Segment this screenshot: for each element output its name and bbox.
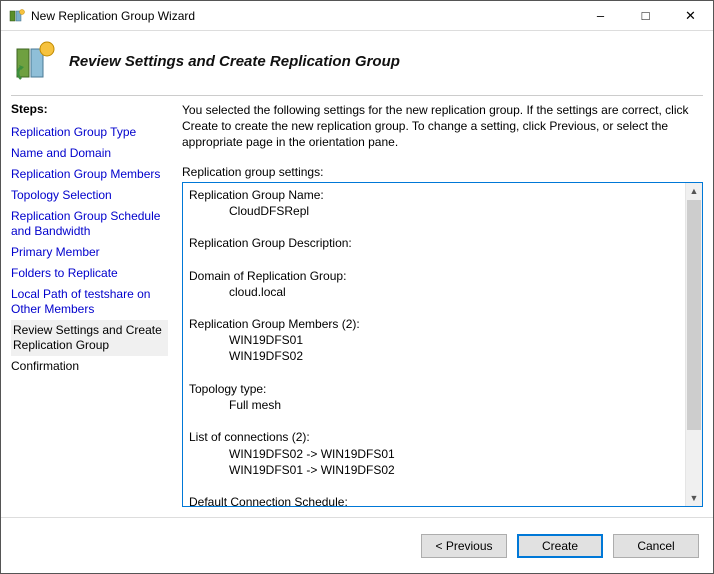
step-item[interactable]: Primary Member (11, 242, 168, 263)
close-button[interactable]: ✕ (668, 1, 713, 30)
wizard-icon (13, 39, 57, 83)
titlebar: New Replication Group Wizard – □ ✕ (1, 1, 713, 31)
create-button[interactable]: Create (517, 534, 603, 558)
scroll-thumb[interactable] (687, 200, 701, 430)
cancel-button[interactable]: Cancel (613, 534, 699, 558)
maximize-button[interactable]: □ (623, 1, 668, 30)
settings-content: Replication Group Name: CloudDFSRepl Rep… (183, 183, 685, 506)
wizard-header: Review Settings and Create Replication G… (1, 31, 713, 95)
step-item[interactable]: Replication Group Schedule and Bandwidth (11, 206, 168, 242)
step-item[interactable]: Local Path of testshare on Other Members (11, 284, 168, 320)
settings-label: Replication group settings: (182, 165, 703, 179)
step-item[interactable]: Folders to Replicate (11, 263, 168, 284)
settings-textbox[interactable]: Replication Group Name: CloudDFSRepl Rep… (182, 182, 703, 507)
step-item[interactable]: Replication Group Members (11, 164, 168, 185)
scroll-down-icon[interactable]: ▼ (686, 489, 702, 506)
step-item[interactable]: Review Settings and Create Replication G… (11, 320, 168, 356)
step-item[interactable]: Name and Domain (11, 143, 168, 164)
wizard-body: Steps: Replication Group TypeName and Do… (1, 96, 713, 507)
page-title: Review Settings and Create Replication G… (69, 53, 400, 70)
step-item[interactable]: Topology Selection (11, 185, 168, 206)
wizard-window: New Replication Group Wizard – □ ✕ Revie… (0, 0, 714, 574)
scrollbar[interactable]: ▲ ▼ (685, 183, 702, 506)
main-pane: You selected the following settings for … (176, 102, 703, 507)
step-item[interactable]: Replication Group Type (11, 122, 168, 143)
wizard-footer: < Previous Create Cancel (1, 517, 713, 573)
instructions-text: You selected the following settings for … (182, 102, 703, 151)
step-item[interactable]: Confirmation (11, 356, 168, 377)
steps-list: Replication Group TypeName and DomainRep… (11, 122, 168, 377)
minimize-button[interactable]: – (578, 1, 623, 30)
steps-heading: Steps: (11, 102, 168, 116)
scroll-up-icon[interactable]: ▲ (686, 183, 702, 200)
steps-sidebar: Steps: Replication Group TypeName and Do… (11, 102, 176, 507)
previous-button[interactable]: < Previous (421, 534, 507, 558)
window-controls: – □ ✕ (578, 1, 713, 30)
app-icon (9, 8, 25, 24)
window-title: New Replication Group Wizard (31, 9, 578, 23)
